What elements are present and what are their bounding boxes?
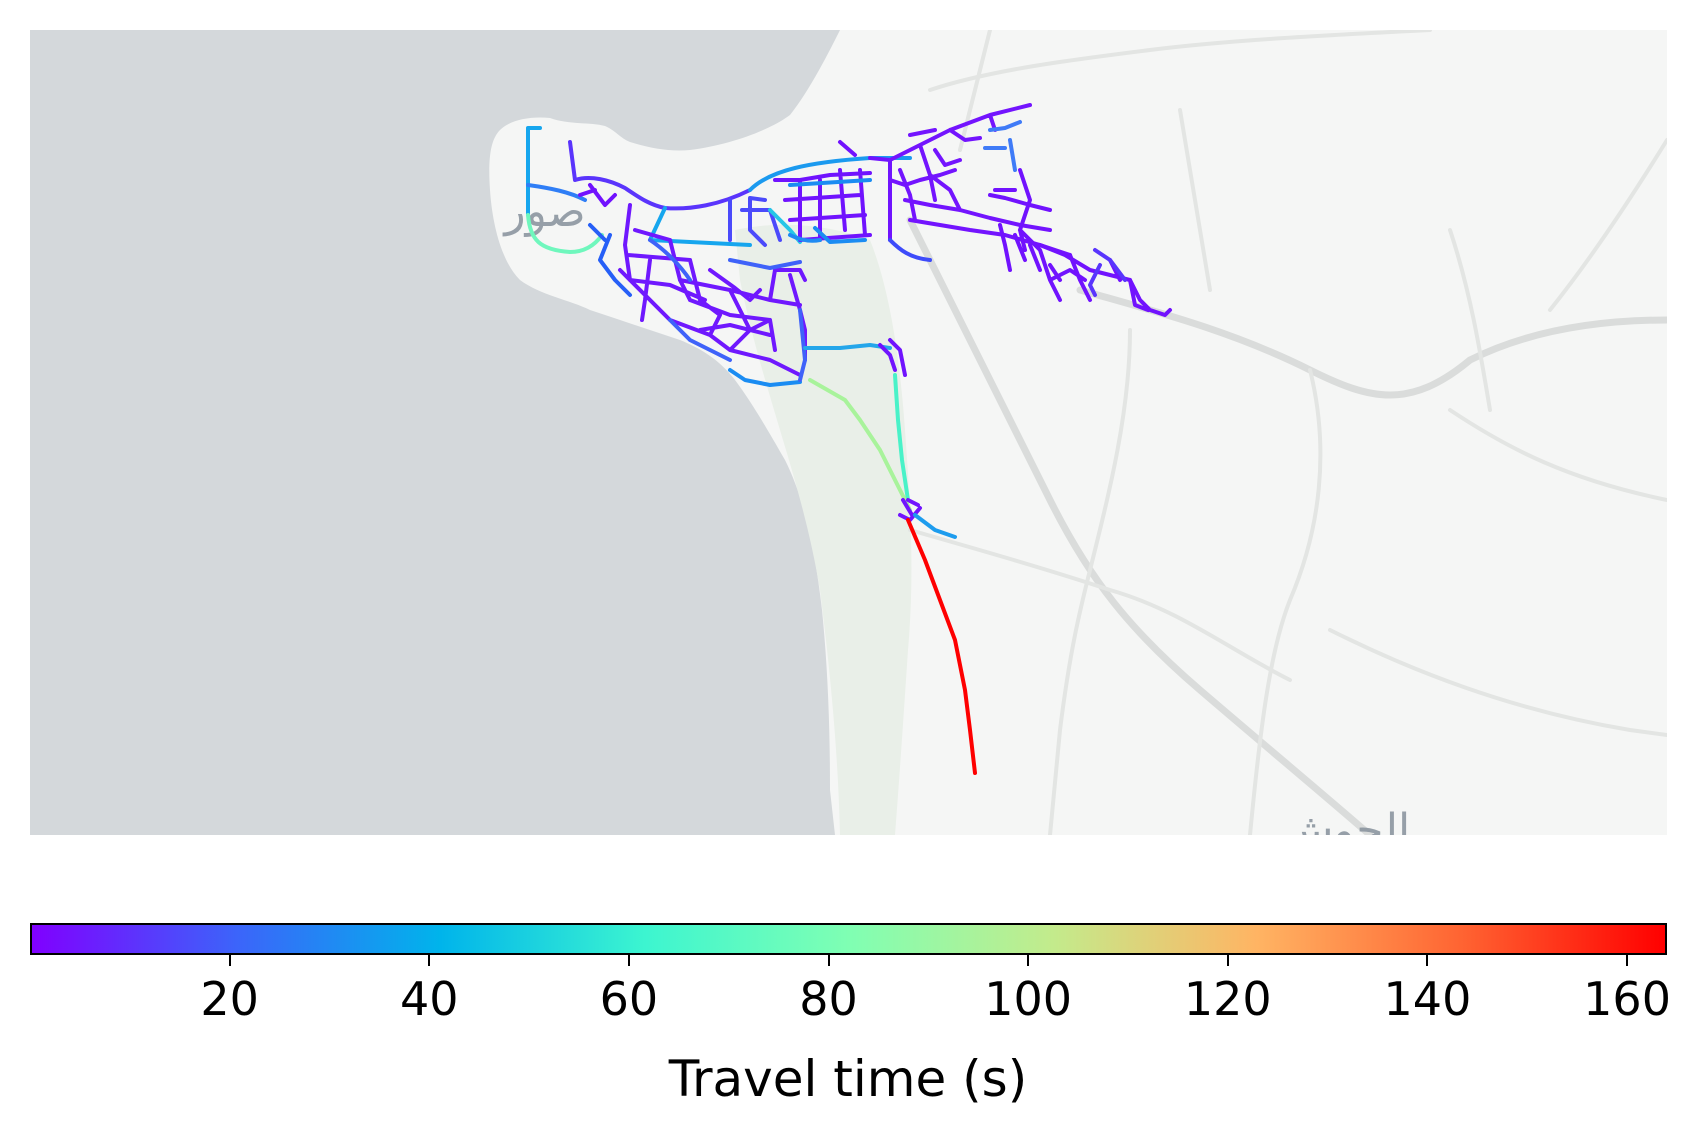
colorbar-tick-mark xyxy=(1226,955,1229,966)
network-edge[interactable] xyxy=(888,238,932,262)
network-edge[interactable] xyxy=(988,168,1172,317)
network-edge[interactable] xyxy=(798,308,807,382)
colorbar-tick-label: 20 xyxy=(200,972,259,1026)
network-edge[interactable] xyxy=(888,103,1072,257)
minor-road-9 xyxy=(1328,628,1667,737)
colorbar-tick-mark xyxy=(228,955,231,966)
minor-road-8 xyxy=(1448,228,1492,412)
network-edge[interactable] xyxy=(728,368,802,387)
network-edge[interactable] xyxy=(788,233,822,243)
network-edge[interactable] xyxy=(1088,248,1127,297)
minor-road-3 xyxy=(1248,368,1323,835)
minor-road-7 xyxy=(1178,108,1212,292)
colorbar-tick-label: 120 xyxy=(1183,972,1272,1026)
colorbar-tick-label: 40 xyxy=(399,972,459,1026)
network-edge[interactable] xyxy=(906,518,977,775)
network-edge[interactable] xyxy=(526,183,587,202)
colorbar-tick-mark xyxy=(1626,955,1629,966)
colorbar-tick-label: 160 xyxy=(1583,972,1671,1026)
network-edge[interactable] xyxy=(748,156,912,192)
network-edge[interactable] xyxy=(913,513,957,539)
network-edge[interactable] xyxy=(788,178,872,244)
colorbar-title: Travel time (s) xyxy=(668,1050,1028,1108)
colorbar-tick-mark xyxy=(827,955,830,966)
network-edge[interactable] xyxy=(648,238,802,362)
colorbar-tick-label: 60 xyxy=(599,972,659,1026)
network-edge[interactable] xyxy=(588,223,632,297)
minor-road-6 xyxy=(908,528,1292,682)
network-edge[interactable] xyxy=(526,126,542,217)
network-edge[interactable] xyxy=(808,378,912,512)
colorbar-tick-label: 80 xyxy=(799,972,858,1026)
network-edge[interactable] xyxy=(878,338,907,377)
major-road-east xyxy=(1076,286,1667,399)
network-edge[interactable] xyxy=(983,120,1022,172)
colorbar-tick-label: 140 xyxy=(1383,972,1472,1026)
minor-road-1 xyxy=(928,30,1432,92)
minor-road-2 xyxy=(1048,328,1132,835)
colorbar: 20 40 60 80 100 120 140 160 Travel time (s) xyxy=(0,900,1699,1137)
colorbar-tick-mark xyxy=(428,955,431,966)
colorbar-tick-mark xyxy=(1426,955,1429,966)
map-panel[interactable]: صور الحوش xyxy=(30,30,1667,835)
network-edge[interactable] xyxy=(838,140,857,157)
network-edge[interactable] xyxy=(893,373,910,502)
sea-area xyxy=(30,30,840,835)
place-label-south: الحوش xyxy=(1280,805,1410,835)
road-network[interactable] xyxy=(526,103,1172,775)
map-canvas[interactable]: صور الحوش xyxy=(30,30,1667,835)
minor-road-4 xyxy=(1548,138,1667,312)
colorbar-tick-mark xyxy=(1027,955,1030,966)
network-edge[interactable] xyxy=(526,213,604,254)
network-edge[interactable] xyxy=(578,183,617,207)
network-edge[interactable] xyxy=(568,140,752,211)
colorbar-gradient xyxy=(30,923,1667,955)
minor-road-5 xyxy=(1448,408,1667,502)
park-area xyxy=(735,224,912,835)
colorbar-tick-label: 100 xyxy=(984,972,1073,1026)
colorbar-tick-mark xyxy=(627,955,630,966)
